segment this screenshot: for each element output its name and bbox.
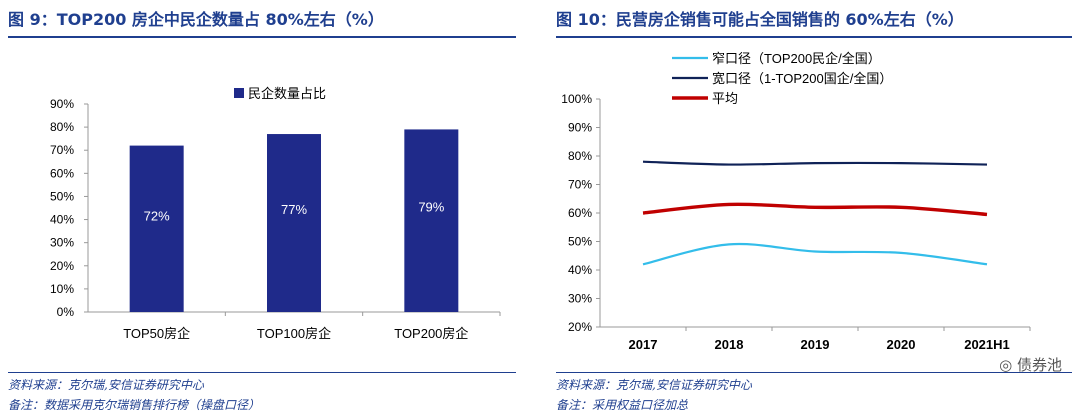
right-title-rule [556,36,1072,38]
right-note: 备注：采用权益口径加总 [556,398,689,412]
left-note: 备注：数据采用克尔瑞销售排行榜（操盘口径） [8,398,261,412]
left-x-tick-label: TOP100房企 [257,326,331,341]
right-x-tick-label: 2021H1 [964,337,1010,352]
right-y-tick-label: 30% [568,292,592,306]
right-chart-title: 图 10：民营房企销售可能占全国销售的 60%左右（%） [556,10,964,29]
bar-data-label: 79% [418,200,444,215]
right-x-tick-label: 2017 [629,337,658,352]
watermark-text: 债券池 [1016,356,1062,374]
left-y-tick-label: 70% [50,143,74,157]
bar-data-label: 77% [281,202,307,217]
left-source-rule [8,372,516,373]
right-y-tick-label: 20% [568,320,592,334]
series-line-2 [642,202,988,217]
left-y-tick-label: 0% [57,305,75,319]
bar-TOP100房企 [267,134,321,312]
left-y-tick-label: 60% [50,166,74,180]
left-y-tick-label: 30% [50,236,74,250]
right-y-tick-label: 100% [561,92,592,106]
right-x-tick-label: 2019 [801,337,830,352]
left-source: 资料来源：克尔瑞,安信证券研究中心 [8,378,204,392]
right-legend-label-1: 宽口径（1-TOP200国企/全国） [712,71,892,86]
right-legend-label-2: 平均 [712,91,738,106]
watermark: ◎ 债券池 [999,354,1062,375]
left-chart-title: 图 9：TOP200 房企中民企数量占 80%左右（%） [8,10,384,29]
left-x-tick-label: TOP50房企 [123,326,190,341]
right-legend-label-0: 窄口径（TOP200民企/全国） [712,51,881,66]
series-line-0 [642,242,988,266]
left-y-tick-label: 80% [50,120,74,134]
bar-TOP200房企 [404,129,459,312]
right-source-rule [556,372,1072,373]
right-y-tick-label: 60% [568,206,592,220]
right-y-tick-label: 80% [568,149,592,163]
left-y-tick-label: 20% [50,259,74,273]
left-legend-swatch [234,88,244,98]
series-line-1 [642,160,988,166]
bar-data-label: 72% [144,208,170,223]
left-y-tick-label: 10% [50,282,74,296]
right-x-tick-label: 2020 [887,337,916,352]
bar-TOP50房企 [129,145,184,312]
right-y-tick-label: 50% [568,235,592,249]
right-y-tick-label: 70% [568,178,592,192]
right-source: 资料来源：克尔瑞,安信证券研究中心 [556,378,752,392]
right-y-tick-label: 40% [568,263,592,277]
left-y-tick-label: 90% [50,97,74,111]
left-y-tick-label: 50% [50,189,74,203]
left-x-tick-label: TOP200房企 [394,326,468,341]
right-y-tick-label: 90% [568,121,592,135]
wechat-icon: ◎ [999,356,1017,374]
left-title-rule [8,36,516,38]
left-y-tick-label: 40% [50,213,74,227]
right-x-tick-label: 2018 [715,337,744,352]
left-legend-label: 民企数量占比 [248,86,326,101]
